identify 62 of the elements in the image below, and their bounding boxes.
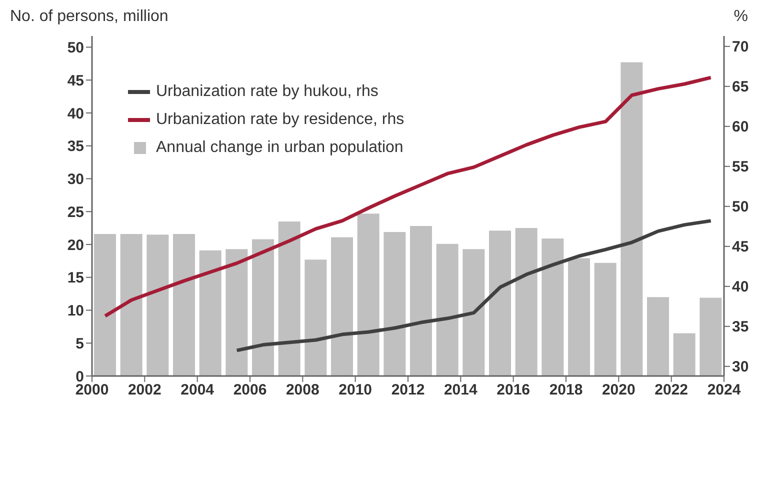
bar — [542, 238, 564, 376]
y2-tick-label: 70 — [732, 38, 749, 56]
y2-tick-label: 40 — [732, 278, 749, 296]
x-tick-label: 2012 — [391, 382, 425, 399]
bar — [173, 234, 195, 376]
bar — [673, 333, 696, 376]
y-tick-label: 20 — [67, 236, 84, 254]
bar — [700, 298, 722, 376]
bar — [120, 234, 142, 376]
x-tick-label: 2018 — [549, 382, 583, 399]
legend-label: Urbanization rate by residence, rhs — [156, 111, 404, 129]
y-tick-label: 40 — [67, 105, 84, 122]
bar — [594, 262, 616, 376]
y2-tick-label: 30 — [732, 358, 749, 376]
y-tick-label: 25 — [67, 204, 84, 221]
bar — [647, 297, 669, 376]
y-axis-title: No. of persons, million — [10, 8, 168, 26]
line-series — [235, 219, 713, 352]
bar — [226, 249, 248, 376]
x-tick-label: 2002 — [128, 382, 162, 399]
legend-label: Urbanization rate by hukou, rhs — [156, 83, 378, 101]
bar — [489, 230, 511, 376]
line-series — [103, 76, 713, 318]
bar — [304, 260, 327, 376]
y2-tick-label: 65 — [732, 78, 749, 96]
x-tick-label: 2010 — [338, 382, 372, 399]
bar — [515, 228, 538, 376]
bar — [199, 250, 222, 376]
x-tick-label: 2004 — [180, 382, 215, 399]
bar — [410, 226, 432, 376]
y-tick-label: 35 — [67, 138, 84, 156]
x-tick-label: 2016 — [496, 382, 530, 399]
y2-tick-label: 45 — [732, 238, 749, 256]
y-tick-label: 50 — [67, 40, 84, 57]
y2-axis-title: % — [734, 8, 748, 26]
y-tick-label: 45 — [67, 72, 84, 90]
bar — [278, 221, 300, 376]
y-tick-label: 30 — [67, 171, 84, 188]
y-tick-label: 15 — [67, 270, 84, 287]
bar — [384, 232, 406, 376]
x-tick-label: 2006 — [233, 382, 267, 399]
y2-tick-label: 35 — [732, 318, 749, 336]
bar — [146, 234, 169, 376]
x-tick-label: 2008 — [286, 382, 320, 399]
legend-label: Annual change in urban population — [156, 139, 404, 157]
bar — [436, 244, 458, 376]
y2-tick-label: 55 — [732, 158, 749, 176]
bar — [462, 249, 485, 376]
x-tick-label: 2014 — [444, 382, 478, 399]
bar — [620, 62, 643, 376]
bar — [331, 237, 353, 376]
y2-tick-label: 60 — [732, 118, 749, 136]
bar — [94, 234, 116, 376]
y2-tick-label: 50 — [732, 198, 749, 216]
y-tick-label: 10 — [67, 302, 84, 320]
bar — [568, 258, 590, 376]
x-tick-label: 2024 — [707, 382, 742, 399]
bar — [357, 214, 380, 376]
x-tick-label: 2022 — [654, 382, 688, 399]
x-tick-label: 2020 — [602, 382, 636, 399]
y-tick-label: 5 — [76, 335, 84, 352]
bar — [252, 239, 274, 376]
